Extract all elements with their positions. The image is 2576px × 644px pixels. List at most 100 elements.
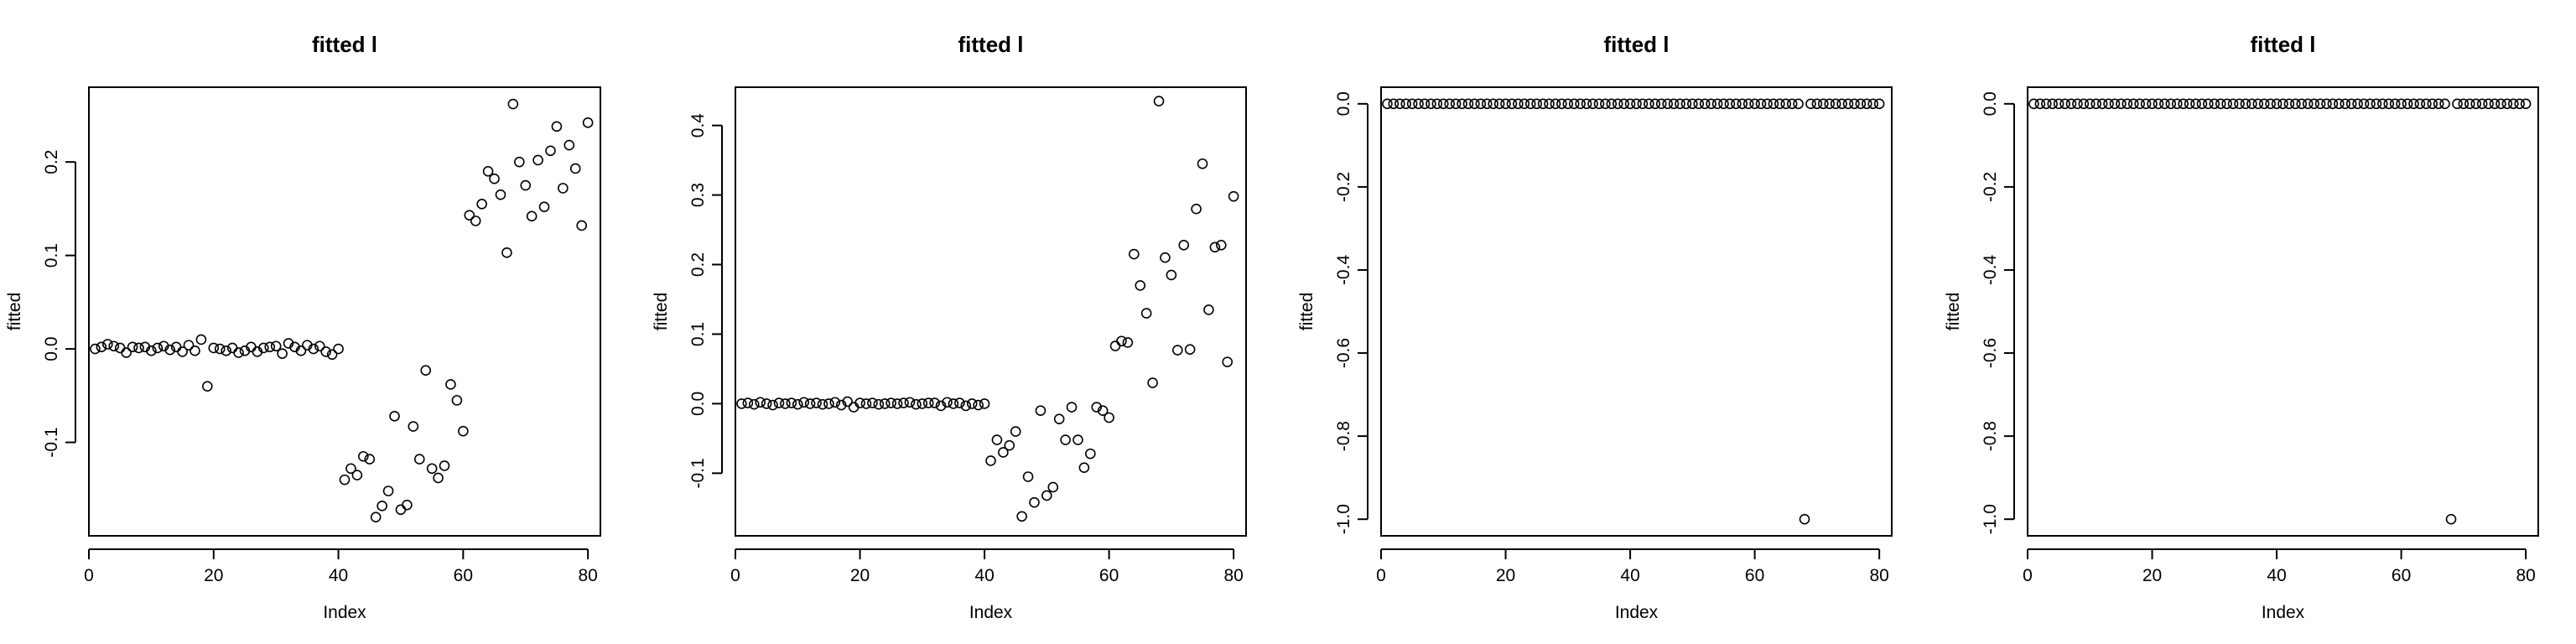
- data-point: [1531, 98, 1542, 110]
- data-point: [835, 399, 847, 411]
- data-point: [786, 397, 797, 408]
- data-point: [780, 398, 791, 409]
- data-point: [2258, 98, 2270, 110]
- data-point: [208, 342, 220, 354]
- y-tick-label: 0.0: [1334, 91, 1353, 116]
- x-tick-label: 20: [204, 566, 223, 585]
- y-tick-label: 0.0: [42, 336, 61, 361]
- data-point: [551, 121, 563, 132]
- data-point: [2234, 98, 2245, 110]
- x-tick-label: 60: [1099, 566, 1119, 585]
- data-point: [1513, 98, 1524, 110]
- x-tick-label: 20: [1496, 566, 1515, 585]
- data-point: [922, 397, 934, 408]
- data-point: [2203, 98, 2214, 110]
- x-tick-label: 0: [84, 566, 94, 585]
- data-point: [495, 189, 506, 200]
- chart-title: fitted l: [2251, 32, 2316, 57]
- data-point: [1116, 335, 1127, 347]
- data-point: [1811, 98, 1823, 110]
- data-point: [1687, 98, 1698, 110]
- data-point: [2365, 98, 2376, 110]
- plot-frame: [2027, 86, 2539, 537]
- data-point: [1655, 98, 1667, 110]
- data-point: [1873, 98, 1885, 110]
- data-point: [1693, 98, 1705, 110]
- data-point: [1010, 426, 1021, 437]
- data-point: [569, 163, 581, 174]
- data-point: [748, 398, 760, 410]
- data-point: [904, 397, 916, 408]
- data-point: [2309, 98, 2319, 110]
- y-tick-label: -0.2: [1334, 172, 1353, 202]
- data-point: [1382, 98, 1393, 110]
- data-point: [1388, 98, 1400, 110]
- data-point: [985, 455, 996, 466]
- chart-panel-4: fitted l 0 20 40 60 80 Index -1.0 -0.8 -0.6 -0.4 -0…: [1944, 32, 2539, 622]
- data-point: [2065, 98, 2077, 110]
- data-point: [402, 499, 413, 511]
- data-point: [2215, 98, 2226, 110]
- y-tick-label: -0.6: [1981, 338, 2000, 368]
- data-point: [2389, 98, 2401, 110]
- y-tick-label: -0.8: [1334, 421, 1353, 451]
- data-point: [911, 398, 922, 410]
- data-point: [2377, 98, 2388, 110]
- plot-frame: [88, 86, 601, 537]
- data-point: [2127, 98, 2139, 110]
- data-point: [2452, 98, 2463, 110]
- data-point: [761, 398, 772, 409]
- data-point: [2296, 98, 2308, 110]
- data-point: [202, 381, 213, 392]
- y-tick-label: -0.4: [1981, 255, 2000, 286]
- data-point: [538, 201, 550, 212]
- data-series: [2028, 98, 2532, 525]
- data-point: [1469, 98, 1480, 110]
- data-point: [1855, 98, 1867, 110]
- data-point: [886, 397, 896, 408]
- data-point: [389, 411, 400, 422]
- data-point: [1768, 98, 1779, 110]
- data-point: [2283, 98, 2295, 110]
- data-point: [458, 425, 469, 437]
- data-point: [445, 379, 456, 390]
- data-point: [742, 397, 754, 408]
- data-point: [1140, 308, 1152, 319]
- data-point: [2122, 98, 2133, 110]
- data-point: [1762, 98, 1773, 110]
- data-point: [879, 398, 891, 409]
- data-point: [1172, 345, 1183, 356]
- data-point: [1818, 98, 1829, 110]
- x-tick-label: 80: [1223, 566, 1243, 585]
- data-point: [482, 166, 494, 177]
- data-point: [2159, 98, 2170, 110]
- data-point: [2147, 98, 2158, 110]
- data-point: [1755, 98, 1767, 110]
- data-point: [1191, 203, 1202, 215]
- data-point: [1153, 96, 1165, 106]
- data-point: [1544, 98, 1555, 110]
- data-point: [90, 343, 101, 355]
- data-point: [767, 399, 778, 411]
- data-point: [2184, 98, 2195, 110]
- data-point: [2034, 98, 2046, 110]
- data-point: [1209, 242, 1221, 253]
- x-tick-label: 60: [1745, 566, 1764, 585]
- data-series: [1382, 98, 1885, 525]
- x-tick-label: 20: [850, 566, 870, 585]
- data-point: [1644, 98, 1654, 110]
- data-point: [1085, 448, 1096, 460]
- data-point: [152, 342, 164, 354]
- data-point: [102, 339, 113, 350]
- data-point: [114, 342, 126, 354]
- data-point: [1091, 402, 1103, 413]
- data-point: [1774, 98, 1785, 110]
- data-point: [1413, 98, 1424, 110]
- data-point: [1135, 280, 1146, 291]
- data-point: [439, 460, 450, 471]
- data-point: [1400, 98, 1412, 110]
- data-point: [1699, 98, 1711, 110]
- data-point: [532, 154, 543, 166]
- data-point: [1849, 98, 1860, 110]
- data-point: [2445, 513, 2457, 525]
